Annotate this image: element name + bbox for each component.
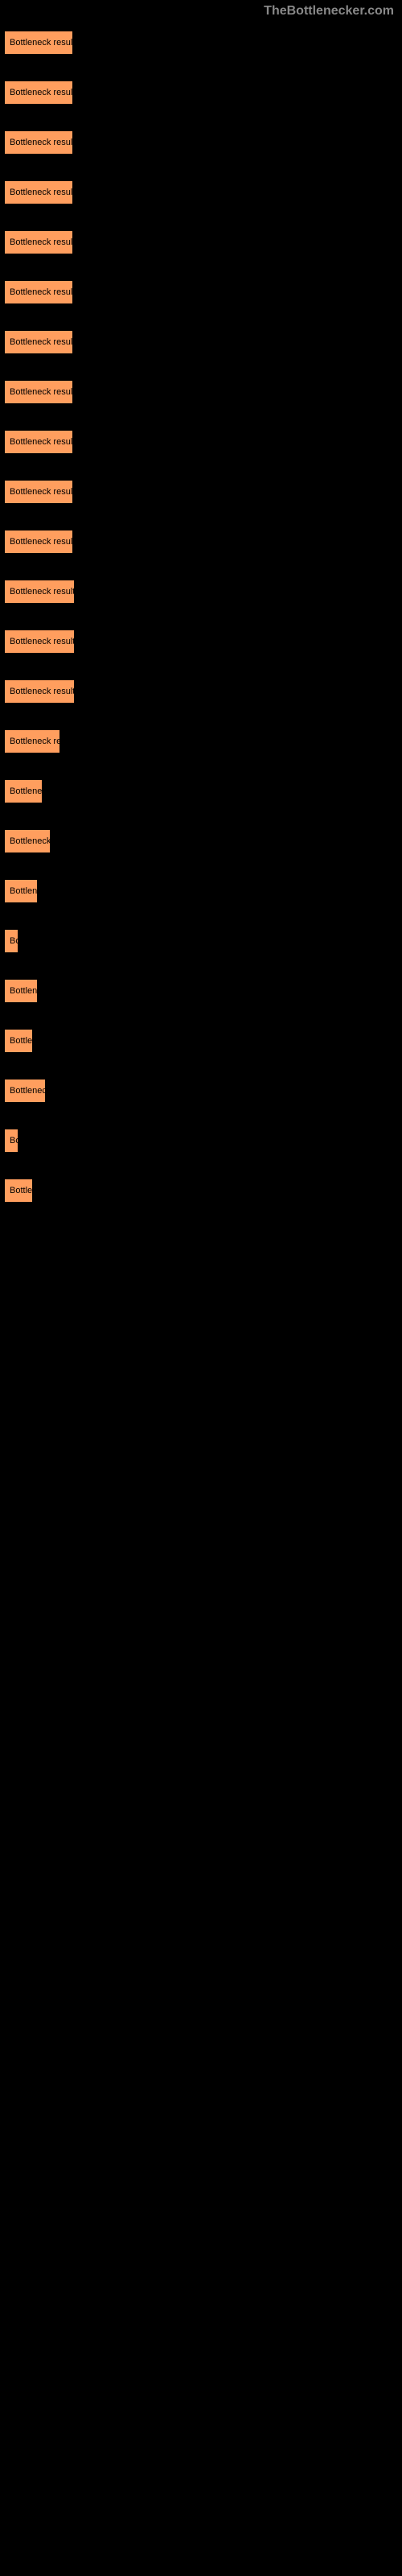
chart-bar: Bottleneck result (4, 430, 73, 454)
bar-row: Bottleneck result (4, 130, 398, 155)
bar-row: Bottleneck result (4, 330, 398, 354)
chart-bar: Bottleneck result (4, 630, 75, 654)
chart-bar: Bottleneck result (4, 130, 73, 155)
bar-row: Bottleneck result (4, 530, 398, 554)
bar-row: Bottleneck re (4, 729, 398, 753)
chart-bar: Bottlen (4, 979, 38, 1003)
chart-bar: Bottleneck (4, 829, 51, 853)
bar-row: Bottleneck result (4, 280, 398, 304)
bar-row: Bottle (4, 1029, 398, 1053)
bar-row: Bo (4, 1129, 398, 1153)
chart-bar: Bottleneck result (4, 230, 73, 254)
chart-bar: Bottle (4, 1029, 33, 1053)
chart-bar: Bottleneck result (4, 480, 73, 504)
chart-bar: Bottleneck result (4, 180, 73, 204)
chart-bar: Bottleneck result (4, 280, 73, 304)
bar-row: Bottlen (4, 879, 398, 903)
chart-bar: Bottleneck result (4, 679, 75, 704)
bar-row: Bo (4, 929, 398, 953)
bar-row: Bottle (4, 1179, 398, 1203)
bar-row: Bottleneck result (4, 31, 398, 55)
chart-bar: Bottleneck result (4, 31, 73, 55)
chart-bar: Bo (4, 1129, 18, 1153)
bar-row: Bottleneck result (4, 679, 398, 704)
chart-bar: Bottleneck result (4, 80, 73, 105)
chart-bar: Bottleneck result (4, 380, 73, 404)
site-name: TheBottlenecker.com (264, 4, 394, 18)
bar-row: Bottleneck result (4, 230, 398, 254)
bar-row: Bottlene (4, 779, 398, 803)
site-header: TheBottlenecker.com (0, 0, 402, 23)
bar-row: Bottleneck result (4, 380, 398, 404)
bar-chart: Bottleneck result Bottleneck result Bottle… (0, 23, 402, 1236)
chart-bar: Bottlene (4, 779, 43, 803)
chart-bar: Bo (4, 929, 18, 953)
chart-bar: Bottlen (4, 879, 38, 903)
chart-bar: Bottlenec (4, 1079, 46, 1103)
chart-bar: Bottleneck result (4, 530, 73, 554)
chart-bar: Bottle (4, 1179, 33, 1203)
bar-row: Bottleneck (4, 829, 398, 853)
bar-row: Bottleneck result (4, 630, 398, 654)
bar-row: Bottleneck result (4, 430, 398, 454)
bar-row: Bottleneck result (4, 480, 398, 504)
chart-bar: Bottleneck result (4, 330, 73, 354)
chart-bar: Bottleneck result (4, 580, 75, 604)
bar-row: Bottlen (4, 979, 398, 1003)
bar-row: Bottlenec (4, 1079, 398, 1103)
bar-row: Bottleneck result (4, 80, 398, 105)
chart-bar: Bottleneck re (4, 729, 60, 753)
bar-row: Bottleneck result (4, 180, 398, 204)
bar-row: Bottleneck result (4, 580, 398, 604)
